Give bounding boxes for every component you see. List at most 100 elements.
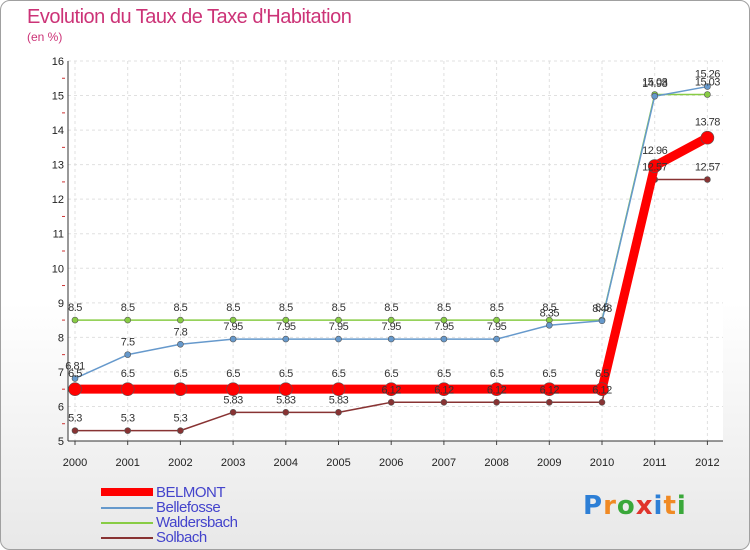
x-tick-label: 2010 [590,457,614,469]
data-label: 6.5 [332,368,346,380]
data-point [598,317,606,325]
data-point [71,375,79,382]
data-point [282,335,290,343]
legend-item: Bellefosse [101,500,401,515]
y-tick-label: 14 [52,125,64,137]
legend-swatch [101,507,153,509]
data-label: 8.5 [490,302,504,314]
data-label: 5.83 [276,394,296,406]
chart-subtitle: (en %) [27,30,63,44]
data-label: 6.5 [437,368,451,380]
data-point [595,382,609,396]
data-point [440,316,448,324]
data-point [335,316,342,324]
data-label: 8.5 [332,302,346,314]
data-label: 5.83 [223,394,243,406]
logo-letter: t [663,491,677,521]
data-point [545,399,553,406]
data-label: 6.12 [487,384,507,396]
data-point [229,335,237,343]
data-point [173,382,188,396]
data-label: 5.3 [174,413,188,425]
data-label: 7.95 [223,321,243,333]
data-label: 8.5 [279,302,293,314]
legend-swatch [101,537,153,539]
data-label: 5.83 [329,394,349,406]
data-point [229,316,237,324]
y-tick-label: 5 [58,436,64,448]
data-point [177,340,184,348]
data-point [437,382,451,396]
x-tick-label: 2000 [63,457,87,469]
y-tick-label: 8 [58,332,64,344]
data-point [282,409,290,416]
data-label: 15.03 [695,77,720,89]
data-point [387,399,395,406]
data-label: 6.5 [384,368,398,380]
data-label: 8.35 [540,307,560,319]
data-point [120,382,135,396]
data-label: 8.5 [68,302,82,314]
data-label: 7.95 [276,321,296,333]
data-point [124,316,131,324]
data-point [704,91,711,98]
data-label: 8.5 [595,302,609,314]
x-tick-label: 2005 [326,457,350,469]
data-point [440,335,448,343]
data-label: 12.96 [642,145,667,157]
data-point [335,335,342,343]
data-point [651,92,659,100]
data-label: 6.5 [279,368,293,380]
data-point [387,335,395,343]
data-point [278,382,293,396]
data-label: 6.5 [174,368,188,380]
x-tick-label: 2006 [379,457,403,469]
data-point [493,316,500,324]
data-point [598,399,606,406]
x-tick-label: 2007 [432,457,456,469]
data-label: 6.12 [381,384,401,396]
data-point [489,382,504,396]
data-point [71,316,79,324]
data-point [229,409,237,416]
x-tick-label: 2009 [537,457,561,469]
data-point [493,335,500,343]
data-point [700,130,715,145]
y-tick-label: 15 [52,91,64,103]
data-label: 14.98 [642,78,667,90]
data-label: 6.12 [434,384,454,396]
data-label: 5.3 [68,413,82,425]
y-tick-label: 7 [58,367,64,379]
legend-label: BELMONT [156,484,226,501]
legend-item: Waldersbach [101,515,401,530]
data-label: 6.5 [542,368,556,380]
data-label: 12.57 [695,161,720,173]
x-tick-label: 2011 [643,457,667,469]
data-label: 8.5 [121,302,135,314]
y-tick-label: 13 [52,160,64,172]
legend-item: Solbach [101,530,401,545]
data-point [493,399,500,406]
logo-letter: x [635,491,654,521]
data-point [177,316,184,324]
data-label: 8.5 [226,302,240,314]
data-point [177,427,184,434]
x-tick-label: 2003 [221,457,245,469]
data-point [384,382,399,396]
data-label: 6.5 [226,368,240,380]
data-point [440,399,448,406]
data-point [335,409,342,416]
legend-swatch [101,488,153,496]
data-label: 6.12 [540,384,560,396]
y-tick-label: 10 [52,263,64,275]
chart-title: Evolution du Taux de Taxe d'Habitation [27,6,352,28]
x-tick-label: 2001 [115,457,139,469]
data-point [226,382,240,396]
data-label: 6.5 [490,368,504,380]
data-label: 7.5 [121,337,135,349]
data-point [542,382,557,396]
data-point [71,427,79,434]
data-label: 7.95 [487,321,507,333]
legend-item: BELMONT [101,485,401,500]
